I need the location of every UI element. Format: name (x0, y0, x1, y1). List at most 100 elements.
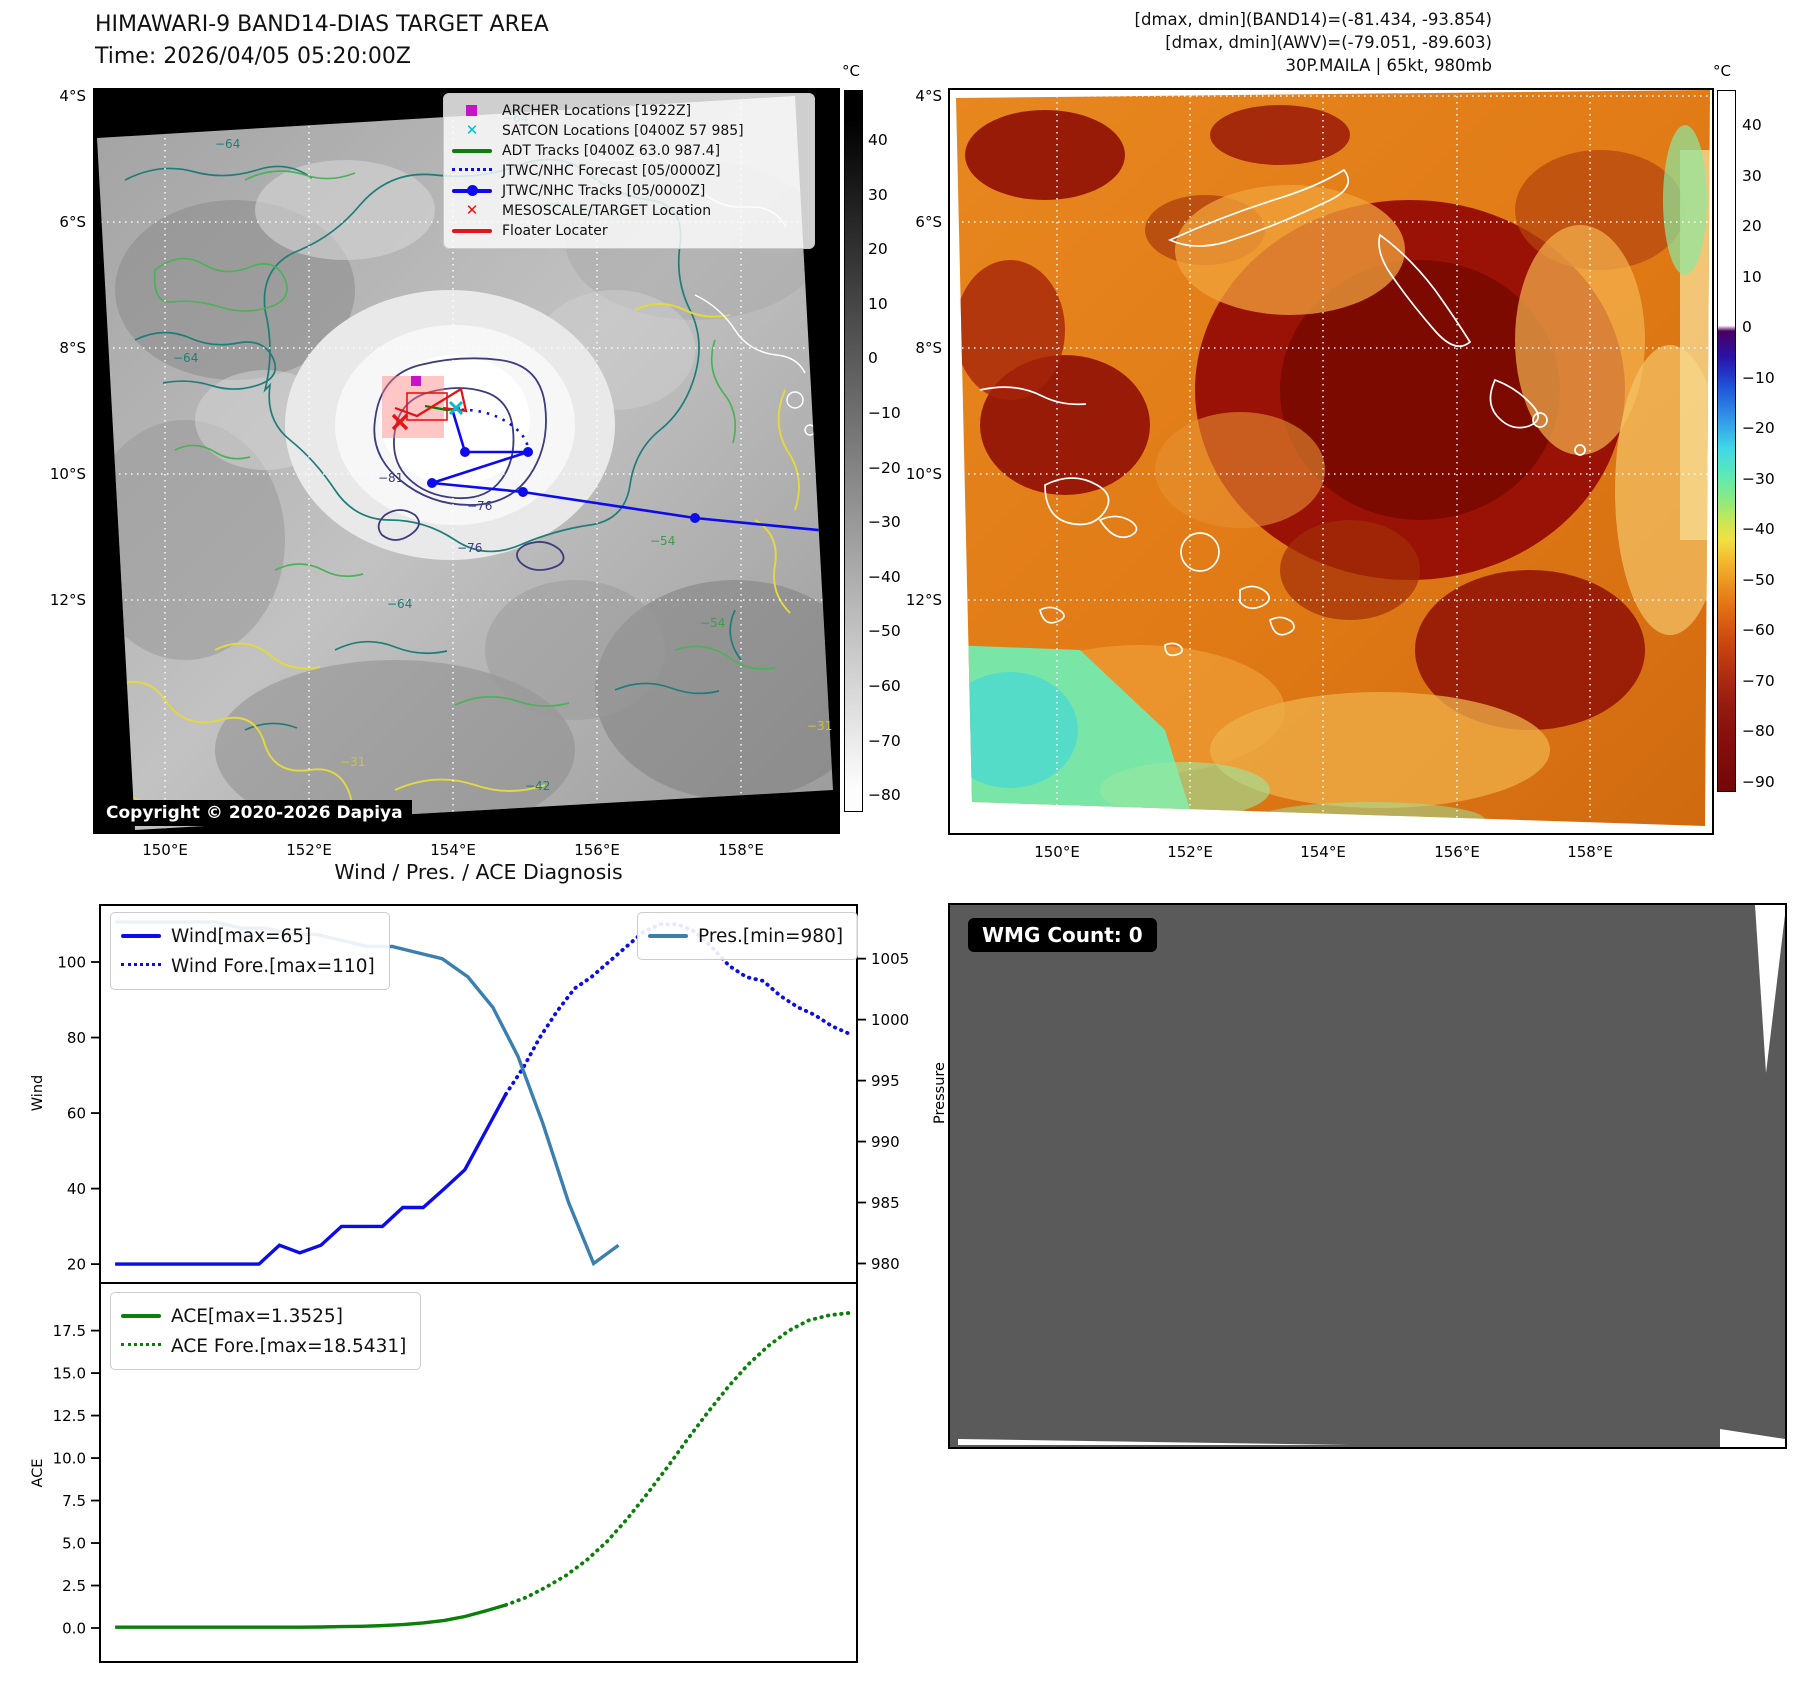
svg-text:−81: −81 (378, 471, 403, 485)
svg-text:7.5: 7.5 (62, 1492, 86, 1510)
wind-axis-label: Wind (30, 1074, 46, 1112)
colorbar-tick: −20 (868, 459, 901, 477)
legend-label: MESOSCALE/TARGET Location (502, 203, 712, 219)
svg-text:−64: −64 (387, 597, 412, 611)
adt-legend-icon (450, 143, 494, 159)
colorbar-tick: −70 (1742, 672, 1775, 690)
svg-text:5.0: 5.0 (62, 1535, 86, 1553)
page-time: Time: 2026/04/05 05:20:00Z (95, 44, 411, 69)
legend-label: SATCON Locations [0400Z 57 985] (502, 123, 744, 139)
svg-text:17.5: 17.5 (53, 1322, 86, 1340)
colorbar-tick: −10 (1742, 369, 1775, 387)
svg-text:1005: 1005 (871, 950, 909, 968)
colorbar-tick: 20 (1742, 217, 1762, 235)
lat-tick: 12°S (49, 591, 86, 609)
legend-label: Pres.[min=980] (698, 925, 844, 947)
lon-tick: 154°E (1300, 843, 1346, 861)
coastline (694, 294, 806, 374)
colorbar-tick: 10 (1742, 268, 1762, 286)
chart-title: Wind / Pres. / ACE Diagnosis (334, 860, 623, 884)
jtwc-forecast-line (452, 408, 530, 453)
svg-text:995: 995 (871, 1072, 900, 1090)
target-area-box (406, 392, 448, 421)
floater-legend-icon (450, 223, 494, 239)
svg-text:2.5: 2.5 (62, 1577, 86, 1595)
lon-tick: 156°E (1434, 843, 1480, 861)
svg-text:12.5: 12.5 (53, 1407, 86, 1425)
svg-text:−76: −76 (467, 499, 492, 513)
lat-tick: 12°S (905, 591, 942, 609)
pressure-line-icon (646, 928, 690, 944)
colorbar-tick: −90 (1742, 773, 1775, 791)
colorbar-tick: −50 (1742, 571, 1775, 589)
colorbar-tick: −40 (868, 568, 901, 586)
lat-tick: 8°S (59, 339, 86, 357)
lat-tick: 8°S (915, 339, 942, 357)
colorbar-tick: −80 (868, 786, 901, 804)
satcon-location-marker (448, 400, 464, 416)
colorbar-tick: −60 (1742, 621, 1775, 639)
wind-line-icon (119, 928, 163, 944)
legend-label: ACE Fore.[max=18.5431] (171, 1335, 407, 1357)
svg-text:60: 60 (67, 1105, 86, 1123)
wind-legend: Wind[max=65] Wind Fore.[max=110] (110, 912, 390, 990)
colorbar-tick: 40 (868, 131, 888, 149)
svg-text:15.0: 15.0 (53, 1365, 86, 1383)
awv-panel (948, 88, 1714, 835)
dmax-dmin-awv: [dmax, dmin](AWV)=(-79.051, -89.603) (1165, 33, 1492, 52)
ace-line-icon (119, 1308, 163, 1324)
legend-label: Wind Fore.[max=110] (171, 955, 375, 977)
archer-location-marker (411, 376, 421, 386)
colorbar-tick: −80 (1742, 722, 1775, 740)
lon-tick: 152°E (286, 841, 332, 859)
legend-label: Wind[max=65] (171, 925, 312, 947)
svg-text:10.0: 10.0 (53, 1450, 86, 1468)
lon-tick: 158°E (718, 841, 764, 859)
lat-tick: 4°S (59, 87, 86, 105)
wind-forecast-line-icon (119, 958, 163, 974)
colorbar-tick: 20 (868, 240, 888, 258)
svg-text:−64: −64 (215, 137, 240, 151)
colorbar-tick: 0 (868, 349, 878, 367)
colorbar-unit: °C (842, 62, 860, 80)
storm-id-intensity: 30P.MAILA | 65kt, 980mb (1285, 56, 1492, 75)
svg-text:980: 980 (871, 1255, 900, 1273)
lon-tick: 150°E (142, 841, 188, 859)
band14-colorbar (844, 90, 863, 812)
colorbar-tick: −60 (868, 677, 901, 695)
legend-label: JTWC/NHC Tracks [05/0000Z] (502, 183, 706, 199)
svg-text:80: 80 (67, 1029, 86, 1047)
legend-label: ADT Tracks [0400Z 63.0 987.4] (502, 143, 721, 159)
wmg-swath-shape (958, 905, 1785, 1447)
colorbar-tick: 10 (868, 295, 888, 313)
lat-tick: 10°S (905, 465, 942, 483)
colorbar-tick: 40 (1742, 116, 1762, 134)
lat-tick: 4°S (915, 87, 942, 105)
awv-colorbar (1717, 90, 1736, 792)
jtwc-forecast-legend-icon (450, 163, 494, 179)
svg-text:990: 990 (871, 1133, 900, 1151)
mesoscale-target-marker (391, 413, 409, 431)
header-info: [dmax, dmin](BAND14)=(-81.434, -93.854) … (900, 8, 1492, 77)
colorbar-tick: 30 (868, 186, 888, 204)
lon-tick: 150°E (1034, 843, 1080, 861)
colorbar-tick: −30 (1742, 470, 1775, 488)
legend-label: JTWC/NHC Forecast [05/0000Z] (502, 163, 721, 179)
legend-label: ACE[max=1.3525] (171, 1305, 343, 1327)
lat-tick: 6°S (59, 213, 86, 231)
colorbar-tick: −40 (1742, 520, 1775, 538)
copyright-badge: Copyright © 2020-2026 Dapiya (97, 800, 412, 826)
svg-text:1000: 1000 (871, 1011, 909, 1029)
svg-text:−64: −64 (173, 351, 198, 365)
jtwc-track-legend-icon (450, 183, 494, 199)
svg-text:100: 100 (57, 954, 86, 972)
ace-forecast-line-icon (119, 1338, 163, 1354)
colorbar-tick: 0 (1742, 318, 1752, 336)
svg-text:−31: −31 (340, 755, 365, 769)
lat-tick: 10°S (49, 465, 86, 483)
colorbar-tick: −50 (868, 622, 901, 640)
dmax-dmin-band14: [dmax, dmin](BAND14)=(-81.434, -93.854) (1134, 10, 1492, 29)
contour-64-ring (263, 158, 700, 553)
svg-text:40: 40 (67, 1180, 86, 1198)
